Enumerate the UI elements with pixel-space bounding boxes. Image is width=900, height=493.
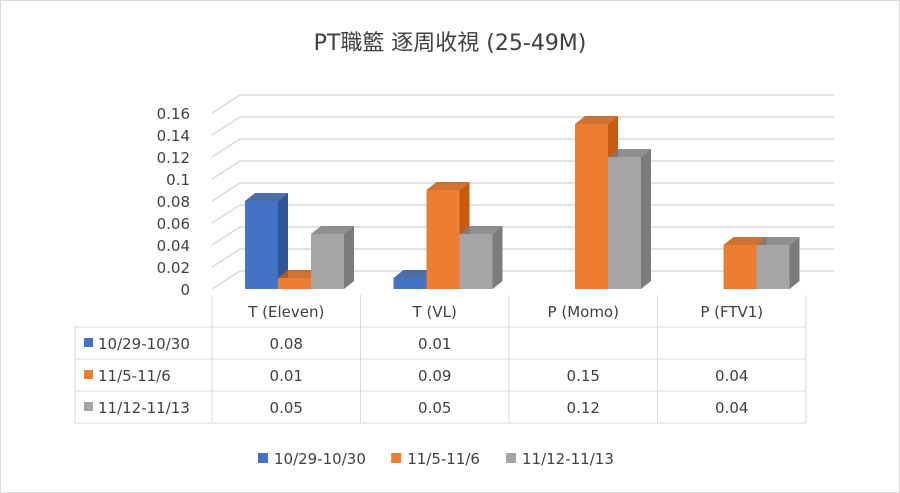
data-label: 0.01 <box>418 335 451 353</box>
y-tick-label: 0 <box>180 281 190 299</box>
bar-top <box>608 149 651 157</box>
gridline <box>211 116 834 136</box>
bar <box>756 245 790 289</box>
data-label: 0.09 <box>418 367 451 385</box>
chart-title: PT職籃 逐周收視 (25-49M) <box>314 31 587 56</box>
bar <box>245 201 278 289</box>
bar-top <box>311 226 354 234</box>
y-tick-label: 0.14 <box>157 127 190 145</box>
bar-top <box>575 116 618 124</box>
legend-marker <box>391 453 402 463</box>
bar <box>393 278 427 289</box>
table-series-label: 11/12-11/13 <box>98 399 190 417</box>
y-tick-label: 0.08 <box>157 193 190 211</box>
gridline <box>211 204 834 224</box>
bar <box>426 190 460 289</box>
bar-top <box>245 193 288 201</box>
bar-top <box>278 270 321 278</box>
table-series-label: 11/5-11/6 <box>98 367 171 385</box>
data-label: 0.12 <box>567 399 600 417</box>
gridline <box>211 94 834 114</box>
legend-marker <box>506 453 516 463</box>
bar <box>608 157 641 289</box>
data-label: 0.01 <box>270 367 303 385</box>
data-label: 0.05 <box>270 399 303 417</box>
data-label: 0.05 <box>418 399 451 417</box>
bar-top <box>459 226 503 234</box>
legend-label: 11/5-11/6 <box>407 450 480 468</box>
data-label: 0.04 <box>715 367 748 385</box>
legend-label: 10/29-10/30 <box>274 450 366 468</box>
data-label: 0.04 <box>715 399 748 417</box>
bar-top <box>393 270 437 278</box>
bar-side <box>492 226 503 289</box>
bar-side <box>789 237 800 289</box>
gridline <box>211 160 834 180</box>
y-tick-label: 0.12 <box>157 149 190 167</box>
table-series-label: 10/29-10/30 <box>98 335 190 353</box>
y-tick-label: 0.02 <box>157 259 190 277</box>
legend-key <box>84 338 93 347</box>
y-tick-label: 0.06 <box>157 215 190 233</box>
data-label: 0.08 <box>270 335 303 353</box>
bar-top <box>426 182 470 190</box>
gridline <box>211 138 834 158</box>
legend-label: 11/12-11/13 <box>522 450 614 468</box>
bar <box>278 278 311 289</box>
legend-key <box>84 370 93 379</box>
bar-side <box>641 149 651 289</box>
bar <box>311 234 344 289</box>
legend-key <box>84 402 93 411</box>
y-tick-label: 0.04 <box>157 237 190 255</box>
category-label: P (FTV1) <box>700 303 763 321</box>
category-label: T (VL) <box>412 303 457 321</box>
gridline <box>211 182 834 202</box>
legend-marker <box>258 453 268 463</box>
category-label: T (Eleven) <box>247 303 324 321</box>
bar <box>459 234 493 289</box>
bar-top <box>756 237 800 245</box>
bar <box>575 124 608 289</box>
data-label: 0.15 <box>567 367 600 385</box>
y-tick-label: 0.1 <box>166 171 190 189</box>
bar-top <box>723 237 767 245</box>
y-tick-label: 0.16 <box>157 105 190 123</box>
bar <box>723 245 757 289</box>
category-label: P (Momo) <box>548 303 619 321</box>
bar-side <box>278 193 288 289</box>
bar-side <box>344 226 354 289</box>
